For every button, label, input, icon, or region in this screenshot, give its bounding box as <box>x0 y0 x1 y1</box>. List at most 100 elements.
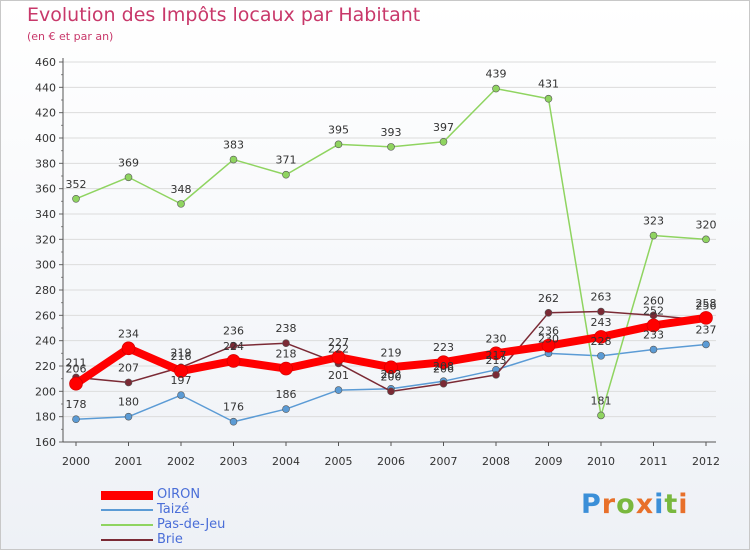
data-point <box>544 308 553 317</box>
data-label: 320 <box>696 218 717 231</box>
data-label: 371 <box>276 154 297 167</box>
data-label: 218 <box>276 348 297 361</box>
y-tick-label: 240 <box>35 335 56 348</box>
data-point <box>436 355 451 370</box>
x-tick-label: 2000 <box>62 455 90 468</box>
data-point <box>597 307 605 316</box>
data-label: 186 <box>276 388 297 401</box>
y-tick-label: 180 <box>35 411 56 424</box>
x-tick-label: 2008 <box>482 455 510 468</box>
data-label: 181 <box>591 394 612 407</box>
x-tick-label: 2001 <box>115 455 143 468</box>
x-tick-label: 2002 <box>167 455 195 468</box>
data-label: 252 <box>643 304 664 317</box>
data-label: 258 <box>696 297 717 310</box>
y-tick-label: 340 <box>35 208 56 221</box>
data-point <box>72 415 80 424</box>
data-point <box>439 138 448 146</box>
data-point <box>541 338 556 353</box>
y-tick-label: 380 <box>35 157 56 170</box>
logo-letter: i <box>678 489 689 520</box>
data-label: 206 <box>66 363 87 376</box>
data-label: 352 <box>66 178 87 191</box>
y-tick-label: 420 <box>35 107 56 120</box>
data-point <box>439 379 448 388</box>
data-point <box>174 364 188 378</box>
y-tick-label: 200 <box>35 385 56 398</box>
data-point <box>124 378 133 387</box>
data-point <box>331 350 346 364</box>
legend-item: Pas-de-Jeu <box>101 517 341 533</box>
logo-letter: x <box>635 489 655 520</box>
legend-item: Brie <box>101 532 341 548</box>
data-point <box>646 318 661 333</box>
y-tick-label: 260 <box>35 309 56 322</box>
data-label: 208 <box>433 360 454 373</box>
data-label: 236 <box>538 325 559 338</box>
data-point <box>649 345 658 354</box>
data-point <box>229 417 238 426</box>
data-point <box>229 155 238 164</box>
data-label: 176 <box>223 401 244 414</box>
data-label: 323 <box>643 215 664 228</box>
data-label: 260 <box>643 294 664 307</box>
data-point <box>649 231 658 240</box>
data-point <box>387 387 395 396</box>
legend-label: Brie <box>157 532 183 547</box>
data-label: 216 <box>171 350 192 363</box>
data-label: 223 <box>433 341 454 354</box>
chart-legend: OIRON Taizé Pas-de-Jeu Brie <box>101 487 341 548</box>
data-label: 395 <box>328 123 349 136</box>
data-label: 439 <box>486 68 507 81</box>
data-point <box>334 140 343 149</box>
y-tick-label: 400 <box>35 132 56 145</box>
legend-label: Pas-de-Jeu <box>157 517 226 532</box>
y-tick-label: 320 <box>35 233 56 246</box>
data-point <box>177 391 185 399</box>
legend-swatch <box>101 539 153 541</box>
proxiti-logo: Proxiti <box>581 489 689 520</box>
data-label: 213 <box>486 354 507 367</box>
data-point <box>384 360 398 375</box>
x-tick-label: 2012 <box>692 455 720 468</box>
data-label: 201 <box>328 369 349 382</box>
data-label: 397 <box>433 121 454 134</box>
data-label: 237 <box>696 323 717 336</box>
data-label: 217 <box>486 349 507 362</box>
data-point <box>597 411 605 420</box>
data-label: 348 <box>171 183 192 196</box>
data-point <box>594 330 608 344</box>
data-label: 207 <box>118 361 139 374</box>
data-label: 243 <box>591 316 612 329</box>
data-point <box>279 361 293 376</box>
y-tick-label: 360 <box>35 183 56 196</box>
data-label: 383 <box>223 139 244 152</box>
legend-item: Taizé <box>101 502 341 518</box>
logo-letter: r <box>601 489 617 520</box>
data-label: 202 <box>381 368 402 381</box>
data-label: 369 <box>118 156 139 169</box>
x-tick-label: 2005 <box>325 455 353 468</box>
data-label: 234 <box>118 327 139 340</box>
data-label: 263 <box>591 291 612 304</box>
data-label: 180 <box>118 396 139 409</box>
data-label: 197 <box>171 374 192 387</box>
data-label: 393 <box>381 126 402 139</box>
data-point <box>282 170 290 179</box>
data-label: 227 <box>328 336 349 349</box>
y-tick-label: 460 <box>35 56 56 69</box>
data-point <box>489 346 503 361</box>
logo-letter: P <box>581 489 602 520</box>
legend-label: OIRON <box>157 487 201 502</box>
data-point <box>124 412 133 421</box>
data-label: 224 <box>223 340 244 353</box>
x-tick-label: 2010 <box>587 455 615 468</box>
x-tick-label: 2006 <box>377 455 405 468</box>
logo-letter: i <box>654 489 665 520</box>
data-label: 256 <box>696 299 717 312</box>
data-label: 431 <box>538 78 559 91</box>
legend-swatch <box>101 509 153 511</box>
data-point <box>492 84 500 93</box>
